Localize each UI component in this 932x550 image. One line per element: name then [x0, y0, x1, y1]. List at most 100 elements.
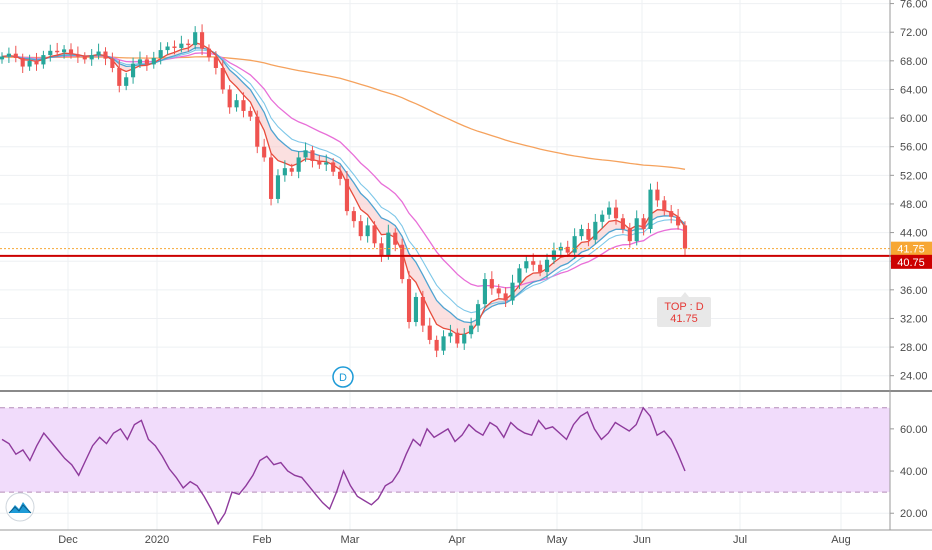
- y-tick-label: 28.00: [900, 342, 928, 354]
- candle-body: [110, 58, 115, 68]
- candle-body: [613, 207, 619, 219]
- candle-body: [6, 53, 11, 57]
- candle-body: [89, 55, 94, 60]
- y-tick-label: 76.00: [900, 0, 928, 11]
- x-tick-label: Jun: [633, 534, 651, 546]
- candle-body: [117, 67, 122, 86]
- candle-body: [448, 332, 453, 337]
- candle-body: [565, 246, 570, 253]
- candle-body: [96, 51, 101, 56]
- candle-body: [482, 279, 487, 305]
- candle-body: [344, 178, 350, 212]
- candle-body: [331, 162, 336, 172]
- level-tag: 40.75: [891, 254, 932, 269]
- candle-body: [103, 51, 108, 59]
- y-tick-label: 64.00: [900, 84, 928, 96]
- candle-body: [676, 216, 681, 226]
- candle-body: [262, 146, 267, 158]
- candle-body: [289, 168, 294, 172]
- candle-body: [193, 32, 198, 46]
- rsi-tick-label: 60.00: [900, 424, 928, 436]
- candle-body: [268, 157, 274, 199]
- y-tick-label: 68.00: [900, 56, 928, 68]
- candle-body: [275, 175, 281, 199]
- price-axis[interactable]: 24.0028.0032.0036.0040.0044.0048.0052.00…: [890, 0, 928, 383]
- candle-body: [406, 279, 412, 323]
- ema-slow-line: [1, 47, 686, 324]
- tradingview-logo-icon[interactable]: [5, 492, 35, 522]
- candle-body: [600, 214, 605, 222]
- ema-ribbon: [2, 42, 685, 335]
- candle-body: [365, 225, 370, 237]
- y-tick-label: 60.00: [900, 113, 928, 125]
- candle-body: [586, 228, 591, 240]
- candle-body: [544, 259, 550, 272]
- y-tick-label: 32.00: [900, 313, 928, 325]
- x-tick-label: Feb: [253, 534, 272, 546]
- candle-body: [227, 89, 232, 108]
- rsi-axis[interactable]: 20.00 40.00 60.00: [890, 424, 928, 520]
- candle-body: [531, 261, 536, 265]
- candle-body: [179, 43, 184, 48]
- time-axis[interactable]: Dec 2020 Feb Mar Apr May Jun Jul Aug: [58, 534, 851, 546]
- candle-body: [351, 211, 356, 222]
- candle-body: [234, 100, 239, 108]
- candle-body: [255, 116, 260, 147]
- candle-body: [310, 150, 315, 162]
- y-tick-label: 24.00: [900, 371, 928, 383]
- x-tick-label: May: [547, 534, 568, 546]
- candle-body: [538, 264, 543, 272]
- candle-body: [662, 200, 667, 212]
- candle-body: [13, 53, 18, 58]
- y-tick-label: 72.00: [900, 27, 928, 39]
- candle-body: [379, 243, 384, 256]
- candle-body: [634, 218, 639, 242]
- candle-body: [27, 60, 32, 67]
- candle-body: [165, 46, 170, 51]
- x-tick-label: Dec: [58, 534, 78, 546]
- ema-fast-line: [1, 41, 686, 336]
- candle-body: [82, 56, 87, 60]
- candle-body: [131, 63, 136, 78]
- rsi-line: [1, 406, 686, 526]
- last-price-tag-text: 41.75: [897, 244, 925, 256]
- rsi-tick-label: 40.00: [900, 466, 928, 478]
- candle-body: [489, 279, 494, 289]
- candle-body: [324, 162, 329, 165]
- candle-body: [41, 55, 46, 65]
- candle-body: [75, 54, 80, 57]
- dividend-marker[interactable]: D: [332, 366, 354, 388]
- candle-body: [413, 296, 419, 323]
- candle-body: [372, 225, 377, 244]
- candle-body: [441, 336, 446, 351]
- candle-body: [144, 59, 149, 65]
- candle-body: [151, 57, 156, 65]
- candle-body: [620, 218, 625, 229]
- callout-line-2: 41.75: [670, 313, 698, 325]
- candle-body: [682, 225, 688, 249]
- y-tick-label: 48.00: [900, 199, 928, 211]
- candle-body: [172, 46, 177, 48]
- rsi-band: [0, 407, 890, 493]
- candle-body: [303, 150, 308, 158]
- candle-body: [434, 339, 439, 351]
- y-tick-label: 36.00: [900, 285, 928, 297]
- candle-body: [48, 50, 53, 56]
- y-tick-label: 56.00: [900, 142, 928, 154]
- candle-body: [469, 325, 474, 335]
- candle-body: [648, 189, 653, 229]
- candle-body: [627, 228, 632, 242]
- candle-body: [206, 48, 212, 58]
- candle-body: [386, 232, 391, 256]
- y-tick-label: 52.00: [900, 170, 928, 182]
- candle-body: [55, 50, 60, 53]
- candle-body: [517, 268, 522, 283]
- level-tag-text: 40.75: [897, 257, 925, 269]
- candle-body: [455, 332, 460, 344]
- candle-body: [607, 207, 612, 215]
- candle-body: [337, 171, 343, 179]
- candle-body: [200, 32, 205, 49]
- top-callout[interactable]: TOP : D 41.75: [657, 292, 711, 327]
- candle-body: [186, 43, 191, 46]
- candle-body: [393, 232, 398, 245]
